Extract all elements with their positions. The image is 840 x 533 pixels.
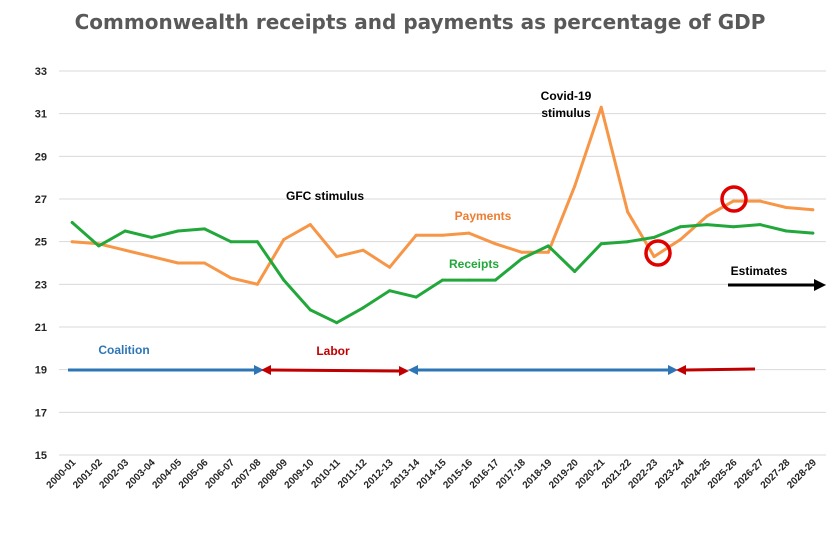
data-point-payments	[361, 248, 365, 252]
annotation-labor: Labor	[316, 344, 350, 358]
y-tick-label: 29	[35, 151, 47, 163]
data-point-receipts	[626, 240, 630, 244]
data-point-payments	[414, 233, 418, 237]
data-point-payments	[282, 238, 286, 241]
data-point-payments	[599, 105, 603, 109]
annotation-receipts: Receipts	[449, 257, 499, 271]
y-tick-label: 25	[35, 237, 47, 249]
data-point-payments	[308, 223, 312, 227]
data-point-receipts	[176, 229, 180, 233]
y-tick-label: 23	[35, 279, 47, 291]
data-point-receipts	[784, 229, 788, 233]
data-point-payments	[255, 282, 259, 286]
annotation-gfc: GFC stimulus	[286, 189, 364, 203]
estimates-arrow	[728, 279, 826, 291]
data-point-receipts	[123, 229, 127, 233]
data-point-payments	[203, 261, 206, 265]
annotation-coalition: Coalition	[98, 343, 149, 357]
data-point-receipts	[467, 278, 471, 282]
data-point-receipts	[308, 308, 312, 312]
data-point-payments	[546, 250, 550, 254]
data-point-payments	[70, 240, 74, 244]
annotation-estimates: Estimates	[731, 264, 788, 278]
data-point-payments	[388, 265, 392, 269]
data-point-receipts	[203, 227, 206, 231]
data-point-payments	[705, 214, 709, 218]
annotation-covid-line2: stimulus	[541, 106, 591, 120]
data-point-payments	[784, 206, 788, 209]
annotation-payments: Payments	[455, 209, 512, 223]
data-point-payments	[335, 255, 339, 259]
data-point-receipts	[335, 321, 339, 325]
y-tick-label: 15	[35, 450, 47, 462]
data-point-receipts	[97, 244, 101, 248]
data-point-receipts	[282, 278, 286, 282]
data-point-receipts	[679, 225, 682, 229]
data-point-receipts	[441, 278, 444, 282]
coalition-arrow-2	[408, 365, 678, 375]
data-point-receipts	[758, 223, 762, 227]
y-tick-label: 21	[35, 322, 47, 334]
data-point-receipts	[546, 244, 550, 248]
data-point-receipts	[255, 240, 259, 244]
y-tick-label: 33	[35, 66, 47, 78]
data-point-payments	[176, 261, 180, 265]
annotation-covid-line1: Covid-19	[541, 89, 592, 103]
data-point-payments	[626, 210, 630, 214]
y-tick-label: 27	[35, 194, 47, 206]
data-point-receipts	[520, 257, 524, 261]
data-point-payments	[467, 231, 471, 235]
data-point-payments	[573, 184, 577, 188]
data-point-receipts	[705, 223, 709, 227]
x-tick-label: 2028-29	[785, 457, 819, 491]
data-point-receipts	[150, 235, 154, 239]
labor-arrow-1	[261, 365, 409, 376]
data-point-payments	[520, 250, 524, 254]
series-line-payments	[70, 105, 815, 286]
data-point-payments	[652, 255, 656, 259]
coalition-arrow-1	[68, 365, 264, 375]
data-point-payments	[493, 242, 497, 246]
y-axis-ticks: 15 17 19 21 23 25 27 29 31 33	[35, 66, 47, 462]
data-point-receipts	[573, 270, 577, 273]
data-point-receipts	[414, 295, 418, 299]
data-point-payments	[811, 208, 815, 212]
labor-arrow-2	[676, 365, 756, 375]
data-point-receipts	[70, 221, 74, 224]
data-point-payments	[229, 276, 233, 280]
x-axis-ticks: 2000-012001-022002-032003-042004-052005-…	[45, 457, 820, 491]
data-point-receipts	[388, 289, 392, 293]
data-point-receipts	[731, 225, 735, 229]
chart-title: Commonwealth receipts and payments as pe…	[75, 10, 766, 34]
data-point-receipts	[493, 278, 497, 282]
y-tick-label: 19	[35, 365, 47, 377]
series-lines	[70, 105, 815, 325]
data-point-receipts	[361, 306, 365, 310]
data-point-payments	[731, 199, 735, 203]
data-point-payments	[758, 199, 762, 203]
data-point-payments	[123, 248, 127, 252]
y-tick-label: 31	[35, 109, 47, 121]
data-point-receipts	[229, 240, 233, 244]
data-point-receipts	[599, 242, 603, 246]
data-point-receipts	[811, 231, 815, 235]
series-line-receipts	[70, 221, 815, 325]
highlight-circle-2025-26	[720, 185, 748, 213]
data-point-payments	[150, 255, 154, 259]
data-point-receipts	[652, 235, 656, 239]
y-tick-label: 17	[35, 407, 47, 419]
data-point-payments	[679, 238, 682, 241]
highlight-circle-2022-23	[644, 239, 672, 267]
data-point-payments	[441, 233, 444, 237]
